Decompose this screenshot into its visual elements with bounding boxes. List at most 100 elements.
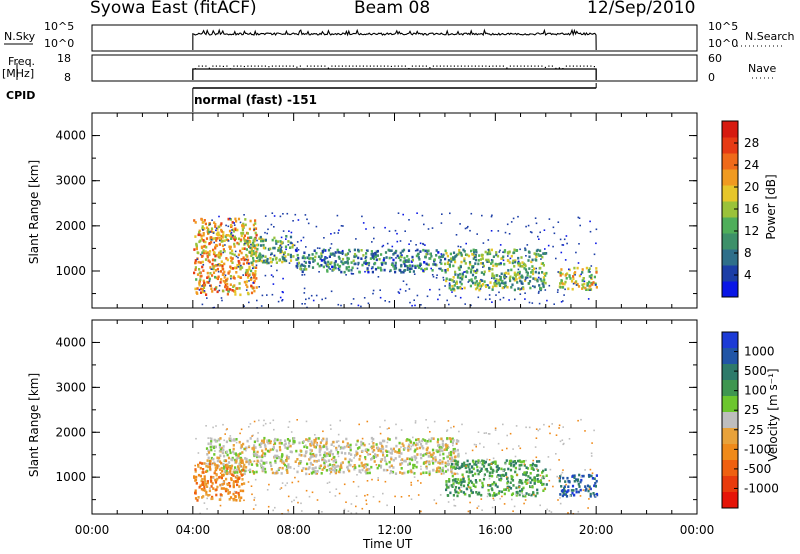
range-cell	[490, 215, 493, 218]
y-tick-label: 1000	[55, 470, 86, 484]
range-cell	[528, 426, 531, 429]
range-cell	[254, 478, 257, 481]
range-cell	[238, 282, 241, 285]
range-cell	[575, 488, 578, 491]
range-cell	[371, 255, 374, 258]
range-cell	[246, 285, 249, 289]
range-cell	[490, 467, 493, 471]
range-cell	[578, 217, 581, 219]
range-cell	[324, 297, 327, 300]
range-cell	[360, 472, 362, 474]
range-cell	[340, 270, 343, 274]
range-cell	[467, 486, 470, 488]
range-cell	[231, 252, 234, 256]
range-cell	[329, 268, 331, 270]
range-cell	[527, 250, 531, 254]
range-cell	[559, 440, 562, 443]
range-cell	[295, 264, 298, 268]
range-cell	[590, 455, 593, 457]
nave-point	[320, 65, 322, 67]
range-cell	[231, 289, 234, 292]
range-cell	[271, 471, 274, 475]
range-cell	[492, 494, 495, 497]
range-cell	[207, 259, 210, 262]
range-cell	[220, 466, 223, 470]
range-cell	[538, 290, 540, 293]
range-cell	[216, 231, 219, 235]
range-cell	[205, 490, 208, 494]
range-cell	[216, 290, 219, 294]
colorbar-tick-label: 1000	[744, 345, 775, 359]
range-cell	[521, 488, 524, 491]
range-cell	[241, 478, 244, 481]
range-cell	[469, 486, 472, 490]
range-cell	[406, 255, 409, 258]
range-cell	[472, 257, 475, 260]
range-cell	[450, 260, 453, 263]
range-cell	[542, 469, 545, 473]
panel-frame	[91, 319, 698, 515]
range-cell	[475, 280, 478, 283]
range-cell	[203, 245, 206, 248]
range-cell	[233, 277, 236, 280]
range-cell	[566, 476, 569, 480]
range-cell	[313, 438, 316, 442]
range-cell	[361, 437, 364, 440]
range-cell	[524, 248, 527, 252]
range-cell	[262, 260, 265, 264]
range-cell	[323, 465, 327, 469]
range-cell	[457, 478, 460, 481]
range-cell	[269, 441, 272, 445]
range-cell	[232, 447, 235, 451]
range-cell	[572, 277, 575, 281]
range-cell	[237, 242, 240, 246]
range-cell	[595, 286, 598, 289]
range-cell	[298, 462, 301, 465]
range-cell	[423, 223, 425, 226]
range-cell	[459, 280, 462, 284]
range-cell	[552, 485, 554, 488]
range-cell	[492, 274, 495, 278]
range-cell	[488, 459, 491, 461]
range-cell	[466, 227, 468, 229]
range-cell	[408, 288, 411, 290]
range-cell	[234, 237, 237, 240]
range-cell	[333, 470, 336, 473]
range-cell	[440, 471, 442, 473]
range-cell	[354, 466, 357, 469]
range-cell	[286, 212, 289, 215]
range-cell	[470, 268, 473, 272]
range-cell	[495, 274, 498, 277]
range-cell	[334, 471, 337, 475]
range-cell	[228, 438, 231, 442]
range-cell	[198, 486, 201, 489]
range-cell	[200, 487, 203, 491]
range-cell	[325, 263, 328, 267]
range-cell	[544, 289, 547, 291]
range-cell	[536, 279, 539, 283]
range-cell	[232, 485, 235, 489]
range-cell	[194, 221, 197, 224]
range-cell	[289, 246, 292, 249]
range-cell	[437, 461, 440, 464]
range-cell	[535, 467, 538, 470]
range-cell	[234, 266, 237, 270]
nave-point	[516, 65, 518, 67]
nave-point	[534, 65, 536, 67]
range-cell	[524, 292, 526, 294]
range-cell	[578, 243, 580, 245]
range-cell	[261, 454, 263, 456]
freq-tick-bottom: 8	[64, 71, 71, 84]
range-cell	[275, 470, 278, 473]
range-cell	[320, 252, 323, 255]
range-cell	[386, 469, 389, 471]
range-cell	[587, 288, 590, 291]
range-cell	[543, 488, 546, 490]
range-cell	[234, 293, 237, 296]
colorbar-tick-label: -500	[744, 462, 771, 476]
colorbar-tick-label: 25	[744, 403, 759, 417]
range-cell	[467, 465, 470, 469]
range-cell	[349, 447, 352, 450]
range-cell	[237, 253, 240, 257]
range-cell	[448, 263, 451, 266]
